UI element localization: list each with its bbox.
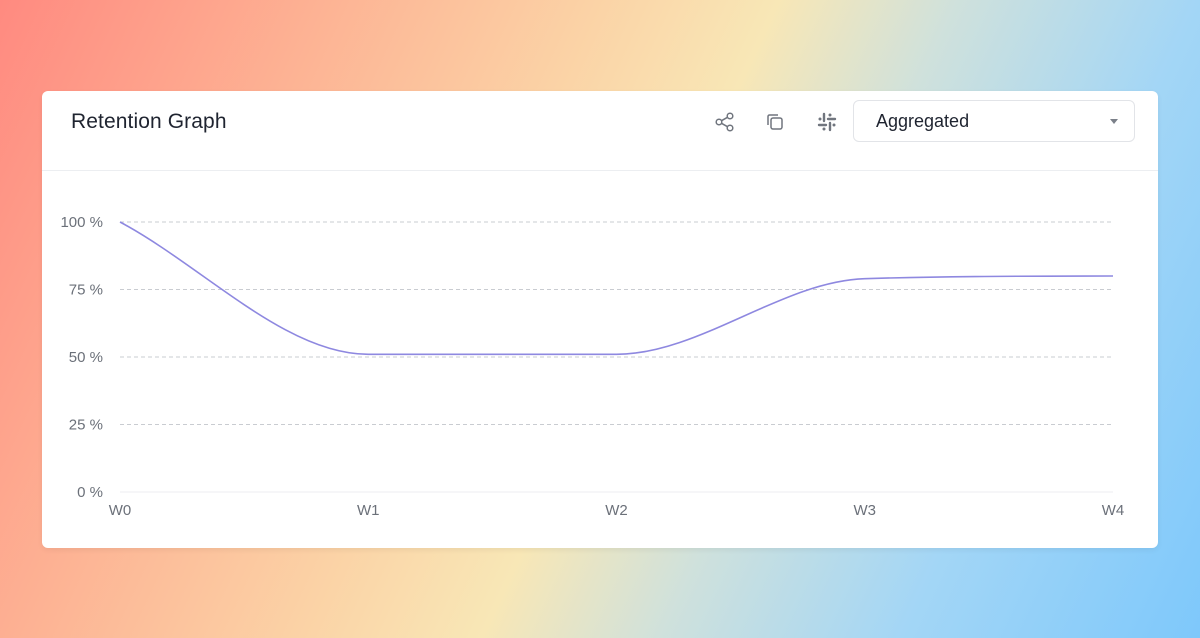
y-tick-label: 100 % xyxy=(60,214,103,231)
slack-icon xyxy=(816,111,838,133)
x-tick-label: W4 xyxy=(1102,502,1125,519)
x-tick-label: W2 xyxy=(605,502,628,519)
card-header: Retention Graph xyxy=(42,91,1158,171)
chevron-down-icon xyxy=(1110,119,1118,124)
y-tick-label: 0 % xyxy=(77,484,103,501)
share-button[interactable] xyxy=(711,108,739,136)
data-point[interactable] xyxy=(114,216,126,228)
share-icon xyxy=(714,111,736,133)
data-point[interactable] xyxy=(362,348,374,360)
x-tick-label: W0 xyxy=(109,502,132,519)
slack-share-button[interactable] xyxy=(813,108,841,136)
x-tick-label: W1 xyxy=(357,502,380,519)
y-tick-label: 25 % xyxy=(69,417,103,434)
x-tick-label: W3 xyxy=(854,502,877,519)
y-tick-label: 50 % xyxy=(69,349,103,366)
data-point[interactable] xyxy=(611,348,623,360)
copy-button[interactable] xyxy=(761,108,789,136)
retention-line-chart: 0 % 25 % 50 % 75 % 100 % W0 W1 W2 W3 W4 xyxy=(60,214,1125,519)
data-point[interactable] xyxy=(859,273,871,285)
y-tick-label: 75 % xyxy=(69,282,103,299)
retention-series-line xyxy=(119,221,1114,356)
copy-icon xyxy=(764,111,786,133)
view-select-value: Aggregated xyxy=(876,111,970,131)
card-title: Retention Graph xyxy=(71,110,227,133)
data-point[interactable] xyxy=(1107,270,1119,282)
retention-graph-card: Retention Graph xyxy=(42,91,1158,548)
view-select[interactable]: Aggregated xyxy=(853,100,1135,142)
